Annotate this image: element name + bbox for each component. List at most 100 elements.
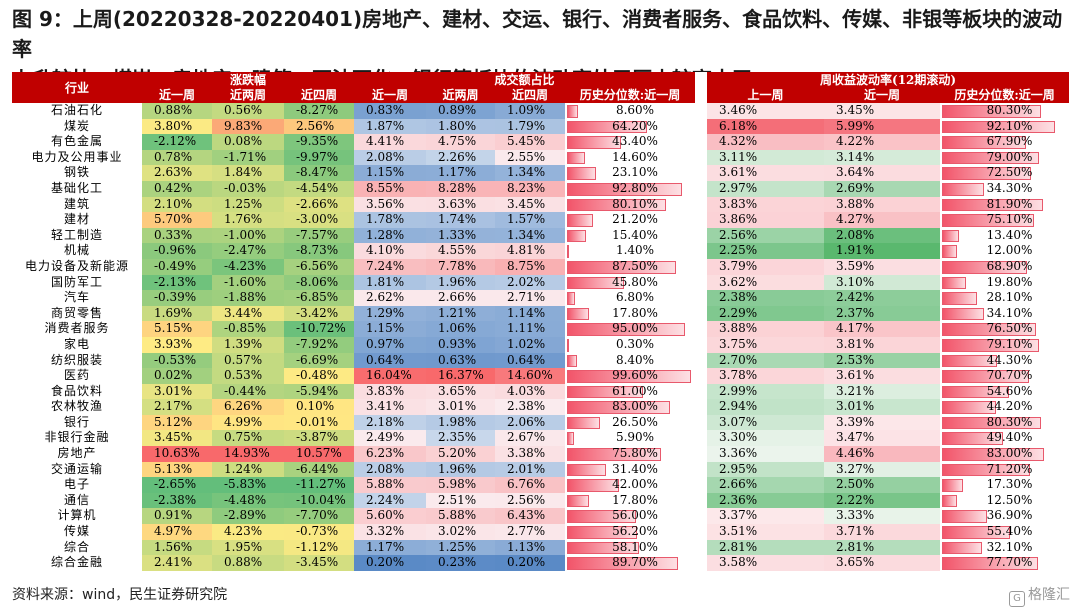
turnover-percentile-cell: 92.80%	[565, 181, 695, 197]
percentile-value: 34.10%	[986, 305, 1033, 320]
table-row: 纺织服装 -0.53% 0.57% -6.69% 0.64% 0.63% 0.64% 8.40…	[12, 352, 1069, 369]
percentile-bar	[942, 105, 1041, 118]
volatility-percentile-cell: 79.00%	[940, 150, 1069, 166]
percentile-value: 28.10%	[986, 290, 1033, 305]
percentile-bar	[942, 151, 1040, 165]
table-row: 通信 -2.38% -4.48% -10.04% 2.24% 2.51% 2.56% 17.8…	[12, 492, 1069, 509]
percentile-value: 77.70%	[986, 555, 1033, 570]
turnover-cell: 5.45%	[495, 134, 566, 150]
industry-name: 钢铁	[63, 165, 90, 180]
percentile-value: 70.70%	[986, 368, 1033, 383]
turnover-percentile-cell: 8.40%	[565, 353, 695, 369]
gap-cell	[695, 477, 708, 493]
percentile-value: 45.80%	[612, 274, 658, 289]
percentile-bar	[567, 432, 575, 446]
percentile-bar	[567, 541, 640, 555]
gap-cell	[695, 383, 708, 400]
turnover-cell: 1.79%	[495, 118, 566, 135]
change-cell: -0.73%	[284, 524, 355, 540]
change-cell: -0.53%	[142, 352, 212, 369]
volatility-percentile-cell: 36.90%	[940, 508, 1069, 524]
change-cell: -9.35%	[284, 134, 355, 150]
change-cell: 4.23%	[212, 524, 284, 540]
turnover-cell: 6.76%	[495, 477, 566, 493]
turnover-cell: 7.24%	[354, 258, 427, 275]
turnover-cell: 0.23%	[426, 555, 496, 571]
industry-name: 食品饮料	[50, 383, 103, 398]
percentile-bar	[942, 198, 1043, 212]
change-cell: -3.87%	[284, 430, 355, 447]
change-cell: 1.56%	[142, 539, 212, 556]
volatility-cell: 6.18%	[707, 118, 825, 135]
turnover-cell: 16.37%	[426, 368, 496, 384]
change-cell: -4.23%	[212, 258, 284, 275]
turnover-cell: 1.13%	[495, 539, 566, 556]
volatility-percentile-cell: 19.80%	[940, 275, 1069, 291]
turnover-cell: 8.23%	[495, 180, 566, 197]
change-cell: -2.66%	[284, 196, 355, 213]
change-cell: 0.88%	[212, 555, 284, 571]
turnover-percentile-cell: 64.20%	[565, 119, 695, 135]
percentile-value: 17.80%	[612, 492, 658, 507]
change-cell: 9.83%	[212, 118, 284, 135]
turnover-cell: 2.49%	[354, 430, 427, 447]
percentile-value: 5.90%	[615, 430, 655, 445]
change-cell: 5.13%	[142, 461, 212, 478]
industry-name: 轻工制造	[50, 227, 103, 242]
turnover-cell: 2.18%	[354, 414, 427, 431]
volatility-percentile-cell: 49.40%	[940, 430, 1069, 446]
change-cell: 0.75%	[212, 430, 284, 447]
turnover-cell: 1.28%	[354, 227, 427, 244]
header-turnover-col: 近四周	[495, 88, 566, 103]
change-cell: -11.27%	[284, 477, 355, 493]
industry-name: 医药	[63, 368, 90, 383]
volatility-percentile-cell: 68.90%	[940, 259, 1069, 275]
percentile-bar	[567, 292, 576, 305]
percentile-value: 13.40%	[986, 227, 1033, 242]
change-cell: 5.15%	[142, 321, 212, 337]
percentile-bar	[942, 385, 1010, 399]
percentile-bar	[942, 557, 1038, 570]
industry-name: 建材	[63, 212, 90, 227]
turnover-percentile-cell: 99.60%	[565, 368, 695, 384]
percentile-value: 58.10%	[612, 539, 658, 554]
volatility-cell: 2.50%	[824, 477, 941, 493]
volatility-cell: 3.62%	[707, 274, 825, 291]
volatility-percentile-cell: 80.30%	[940, 415, 1069, 431]
change-cell: 2.56%	[284, 118, 355, 135]
volatility-cell: 3.39%	[824, 414, 941, 431]
table-row: 国防军工 -2.13% -1.60% -8.06% 1.81% 1.96% 2.02% 45.…	[12, 274, 1069, 291]
percentile-value: 26.50%	[612, 414, 658, 429]
percentile-value: 8.60%	[615, 103, 655, 117]
turnover-cell: 1.33%	[426, 227, 496, 244]
table-row: 有色金属 -2.12% 0.08% -9.35% 4.41% 4.75% 5.45% 43.4…	[12, 134, 1069, 150]
turnover-cell: 6.23%	[354, 446, 427, 462]
volatility-cell: 3.46%	[707, 103, 825, 119]
volatility-cell: 3.47%	[824, 430, 941, 447]
change-cell: -2.12%	[142, 134, 212, 150]
turnover-percentile-cell: 8.60%	[565, 103, 695, 119]
table-row: 综合 1.56% 1.95% -1.12% 1.17% 1.25% 1.13% 58.10% 2…	[12, 539, 1069, 556]
percentile-bar	[942, 448, 1045, 461]
header-turnover-col: 近一周	[354, 88, 427, 103]
change-cell: 0.02%	[142, 368, 212, 384]
volatility-cell: 4.46%	[824, 446, 941, 462]
volatility-cell: 2.25%	[707, 243, 825, 259]
table-row: 非银行金融 3.45% 0.75% -3.87% 2.49% 2.35% 2.67% 5.90…	[12, 430, 1069, 447]
turnover-percentile-cell: 23.10%	[565, 165, 695, 181]
change-cell: -7.92%	[284, 336, 355, 353]
gap-cell	[695, 290, 708, 306]
gap-cell	[695, 414, 708, 431]
turnover-cell: 3.38%	[495, 446, 566, 462]
turnover-cell: 1.29%	[354, 305, 427, 322]
change-cell: 0.56%	[212, 103, 284, 119]
percentile-value: 15.40%	[612, 227, 658, 242]
table-row: 传媒 4.97% 4.23% -0.73% 3.32% 3.02% 2.77% 56.20% 3…	[12, 524, 1069, 540]
percentile-value: 19.80%	[986, 274, 1033, 289]
volatility-cell: 3.86%	[707, 212, 825, 228]
table-row: 电子 -2.65% -5.83% -11.27% 5.88% 5.98% 6.76% 42.0…	[12, 477, 1069, 493]
change-cell: 3.93%	[142, 336, 212, 353]
percentile-bar	[567, 354, 578, 368]
volatility-percentile-cell: 12.00%	[940, 243, 1069, 259]
header-vol-col: 历史分位数:近一周	[940, 88, 1070, 103]
